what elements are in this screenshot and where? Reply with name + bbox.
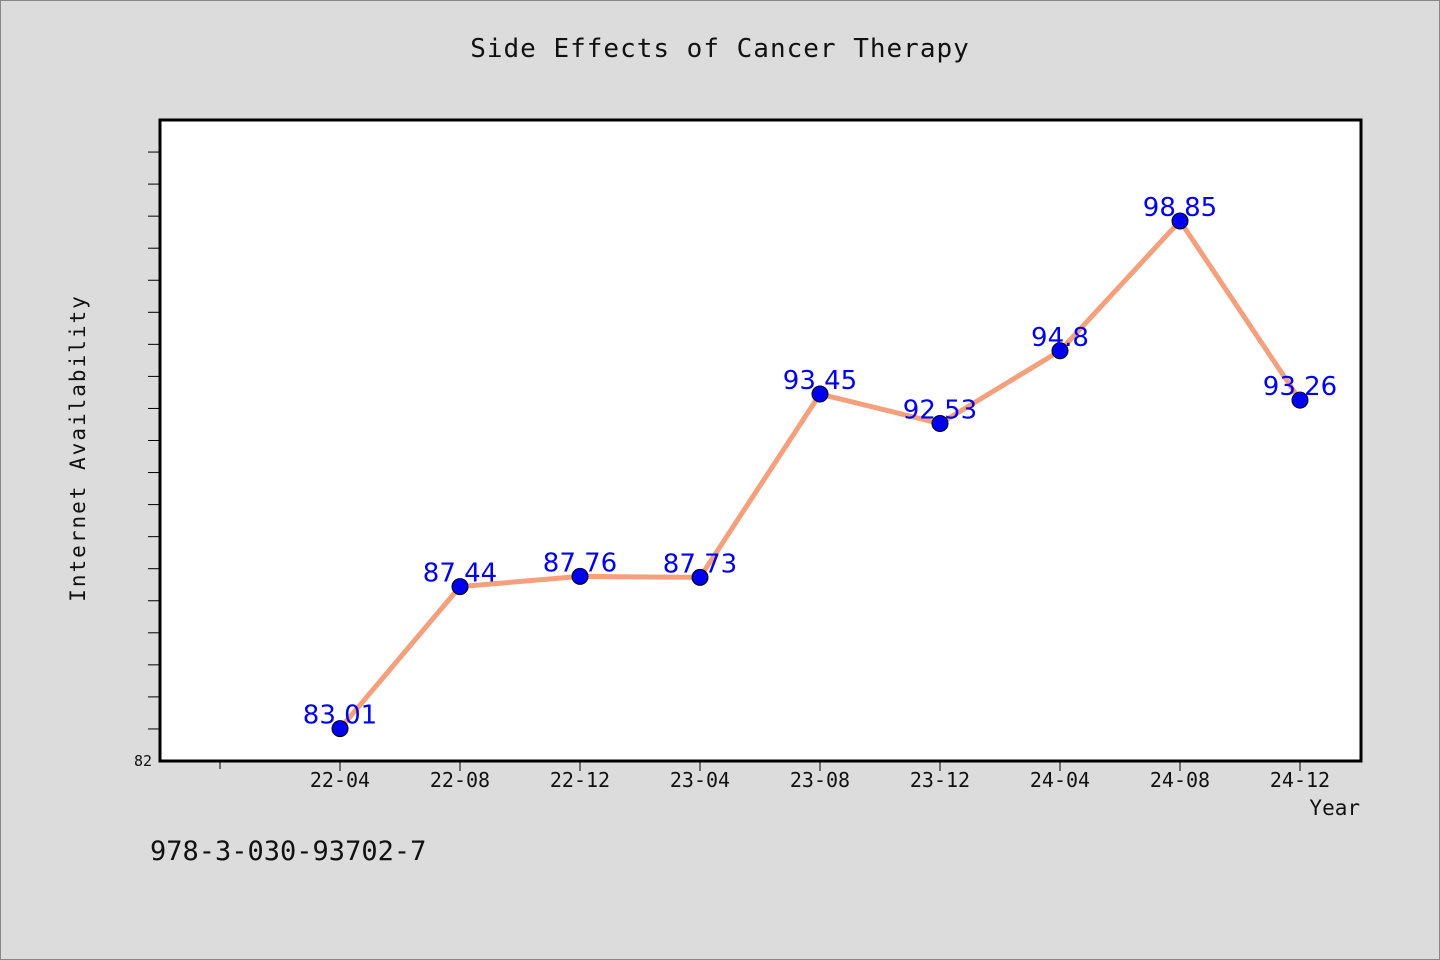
data-label: 93.26 [1263, 372, 1337, 402]
data-point [1171, 212, 1189, 230]
data-point [451, 578, 469, 596]
x-tick-label: 23-12 [910, 768, 970, 792]
x-tick-label: 24-12 [1270, 768, 1330, 792]
data-label: 93.45 [783, 366, 857, 396]
data-point [1291, 391, 1309, 409]
x-tick-label: 23-04 [670, 768, 730, 792]
data-label: 92.53 [903, 396, 977, 426]
data-point [571, 567, 589, 585]
x-axis-label: Year [1309, 796, 1360, 820]
data-label: 98.85 [1143, 193, 1217, 223]
data-label: 94.8 [1031, 323, 1089, 353]
data-point [1051, 342, 1069, 360]
x-tick-label: 22-04 [310, 768, 370, 792]
x-tick-label: 22-12 [550, 768, 610, 792]
x-tick-label: 24-04 [1030, 768, 1090, 792]
data-label: 83.01 [303, 701, 377, 731]
data-label: 87.73 [663, 549, 737, 579]
x-tick-label: 22-08 [430, 768, 490, 792]
data-point [931, 415, 949, 433]
data-label: 87.76 [543, 548, 617, 578]
data-point [811, 385, 829, 403]
x-tick-label: 24-08 [1150, 768, 1210, 792]
plot-area [158, 118, 1363, 763]
chart-title: Side Effects of Cancer Therapy [470, 34, 970, 64]
y-tick-label: 82 [134, 752, 152, 770]
x-tick-label: 23-08 [790, 768, 850, 792]
data-point [691, 568, 709, 586]
data-label: 87.44 [423, 559, 497, 589]
isbn-text: 978-3-030-93702-7 [150, 836, 427, 867]
data-point [331, 720, 349, 738]
